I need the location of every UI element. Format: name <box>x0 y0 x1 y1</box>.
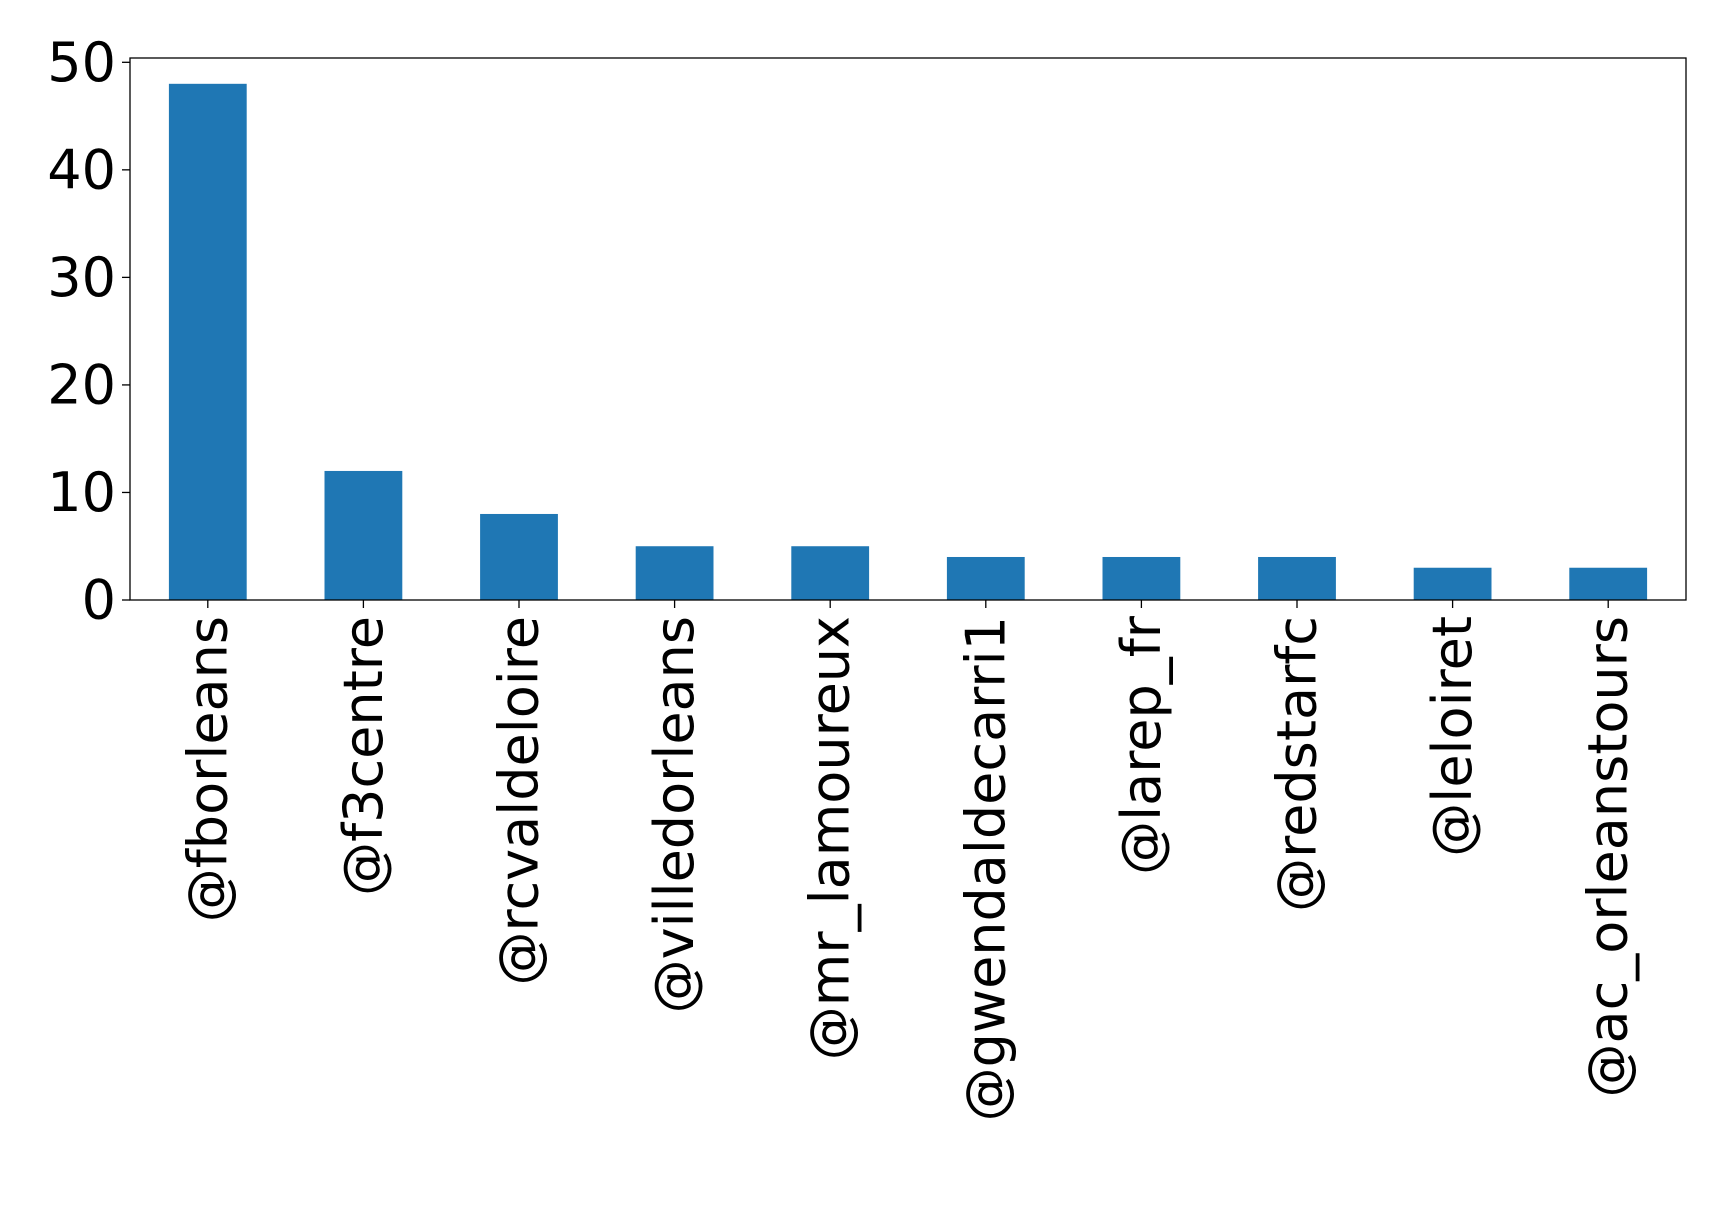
y-tick-label: 10 <box>47 461 116 524</box>
y-tick-label: 0 <box>82 569 116 632</box>
x-tick-label: @villedorleans <box>643 616 706 1013</box>
x-tick-label: @mr_lamoureux <box>799 616 862 1060</box>
bar-villedorleans <box>635 546 714 600</box>
bar-mr-lamoureux <box>791 546 870 600</box>
bar-larep-fr <box>1102 556 1181 600</box>
x-tick-label: @f3centre <box>332 616 395 896</box>
plot-frame <box>129 57 1687 601</box>
x-tick-label: @ac_orleanstours <box>1577 616 1640 1097</box>
x-tick-label: @rcvaldeloire <box>488 616 551 986</box>
bars-group <box>168 83 1648 601</box>
x-tick-label: @redstarfc <box>1266 616 1329 912</box>
bar-ac-orleanstours <box>1569 567 1648 600</box>
bar-rcvaldeloire <box>480 513 558 600</box>
bar-leloiret <box>1413 567 1492 600</box>
bar-f3centre <box>324 470 403 600</box>
bar-fborleans <box>168 83 247 601</box>
x-tick-label: @larep_fr <box>1110 615 1173 875</box>
y-tick-label: 40 <box>47 138 116 201</box>
y-tick-label: 20 <box>47 353 116 416</box>
y-axis: 0 10 20 30 40 50 <box>47 31 130 632</box>
bar-gwendaldecarri1 <box>946 556 1025 600</box>
x-tick-label: @gwendaldecarri1 <box>954 616 1017 1121</box>
y-tick-label: 50 <box>47 31 116 94</box>
x-tick-label: @fborleans <box>176 616 239 922</box>
x-axis: @fborleans @f3centre @rcvaldeloire @villedo… <box>176 600 1640 1121</box>
y-tick-label: 30 <box>47 246 116 309</box>
x-tick-label: @leloiret <box>1421 616 1484 857</box>
bar-redstarfc <box>1258 556 1336 600</box>
